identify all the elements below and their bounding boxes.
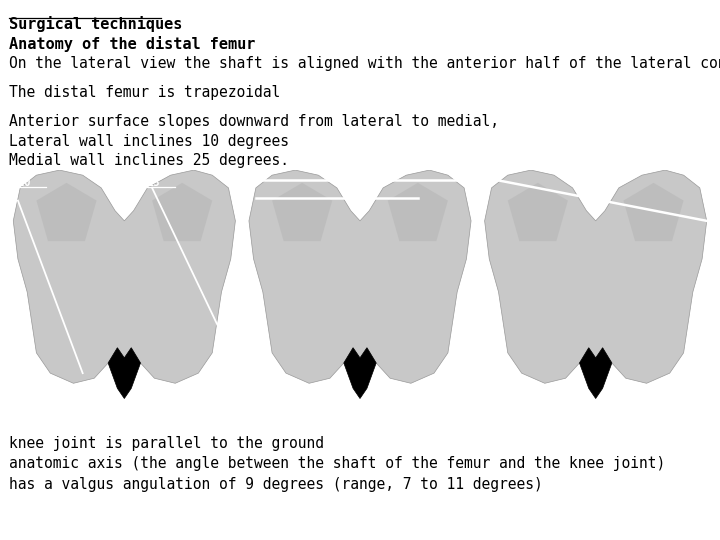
Polygon shape xyxy=(13,170,235,383)
Text: Anterior surface slopes downward from lateral to medial,: Anterior surface slopes downward from la… xyxy=(9,114,499,130)
Text: Lat: Lat xyxy=(18,383,37,394)
Text: Med: Med xyxy=(148,383,166,394)
Polygon shape xyxy=(108,348,140,399)
Text: Anatomy of the distal femur: Anatomy of the distal femur xyxy=(9,36,255,52)
Text: has a valgus angulation of 9 degrees (range, 7 to 11 degrees): has a valgus angulation of 9 degrees (ra… xyxy=(9,477,542,492)
Text: 25: 25 xyxy=(148,178,160,188)
Text: Surgical techniques: Surgical techniques xyxy=(9,16,182,32)
Text: anatomic axis (the angle between the shaft of the femur and the knee joint): anatomic axis (the angle between the sha… xyxy=(9,456,665,471)
Polygon shape xyxy=(388,183,448,241)
Text: On the lateral view the shaft is aligned with the anterior half of the lateral c: On the lateral view the shaft is aligned… xyxy=(9,56,720,71)
Polygon shape xyxy=(624,183,683,241)
Text: Lateral wall inclines 10 degrees: Lateral wall inclines 10 degrees xyxy=(9,134,289,149)
Text: The distal femur is trapezoidal: The distal femur is trapezoidal xyxy=(9,85,280,100)
Text: 10: 10 xyxy=(18,178,30,188)
Polygon shape xyxy=(508,183,568,241)
Text: knee joint is parallel to the ground: knee joint is parallel to the ground xyxy=(9,436,324,451)
Polygon shape xyxy=(249,170,471,383)
Polygon shape xyxy=(152,183,212,241)
Polygon shape xyxy=(580,348,612,399)
Polygon shape xyxy=(485,170,707,383)
Text: Medial wall inclines 25 degrees.: Medial wall inclines 25 degrees. xyxy=(9,153,289,168)
Polygon shape xyxy=(344,348,376,399)
Polygon shape xyxy=(37,183,96,241)
Polygon shape xyxy=(272,183,332,241)
